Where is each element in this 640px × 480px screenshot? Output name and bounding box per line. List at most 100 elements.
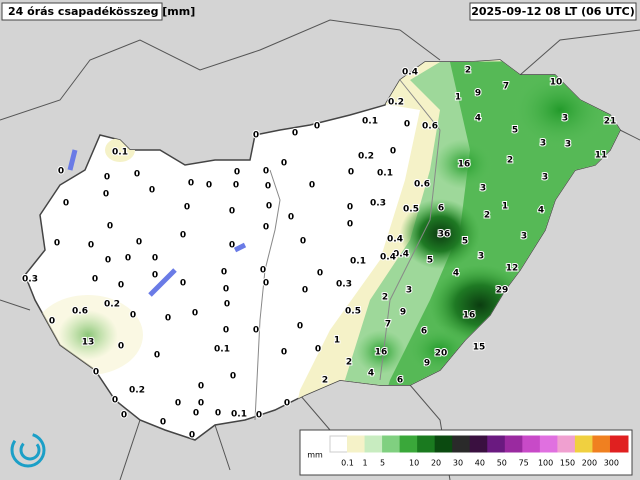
station-value: 0.3 [370, 199, 386, 209]
legend-label: 75 [519, 459, 529, 468]
station-value: 2 [507, 156, 513, 166]
legend-label: 100 [538, 459, 553, 468]
legend-swatch [364, 435, 384, 453]
station-value: 2 [484, 211, 490, 221]
station-value: 6 [397, 376, 403, 386]
station-value: 0 [223, 285, 229, 295]
station-value: 0 [93, 368, 99, 378]
station-value: 0 [281, 159, 287, 169]
legend-unit: mm [307, 451, 323, 460]
legend-label: 0.1 [341, 459, 354, 468]
station-value: 10 [550, 78, 563, 88]
station-value: 1 [502, 202, 508, 212]
station-value: 0 [253, 326, 259, 336]
station-value: 0.3 [22, 275, 38, 285]
legend-swatch [434, 435, 454, 453]
station-value: 0 [192, 309, 198, 319]
legend-swatch [382, 435, 401, 453]
station-value: 0 [390, 147, 396, 157]
station-value: 0 [198, 382, 204, 392]
station-value: 3 [521, 232, 527, 242]
legend-swatch [504, 435, 524, 453]
station-value: 0 [309, 181, 315, 191]
station-value: 0 [105, 256, 111, 266]
station-value: 0.1 [350, 257, 366, 267]
station-value: 0 [302, 286, 308, 296]
legend-label: 200 [582, 459, 597, 468]
station-value: 0 [223, 326, 229, 336]
station-value: 9 [400, 308, 406, 318]
station-value: 0 [256, 411, 262, 421]
station-value: 5 [512, 126, 518, 136]
station-value: 0 [317, 269, 323, 279]
station-value: 3 [565, 140, 571, 150]
legend-label: 150 [560, 459, 575, 468]
legend-label: 1 [363, 459, 368, 468]
station-value: 4 [475, 114, 481, 124]
station-value: 0 [103, 190, 109, 200]
station-value: 0 [121, 411, 127, 421]
station-value: 3 [540, 139, 546, 149]
station-value: 0 [263, 223, 269, 233]
legend-swatch [539, 435, 559, 453]
station-value: 0 [234, 168, 240, 178]
station-value: 2 [322, 376, 328, 386]
station-value: 3 [478, 252, 484, 262]
station-value: 36 [438, 230, 451, 240]
station-value: 0.1 [377, 169, 393, 179]
station-value: 6 [438, 204, 444, 214]
station-value: 0 [263, 279, 269, 289]
station-value: 0 [230, 372, 236, 382]
title: 24 órás csapadékösszeg [mm] [8, 5, 195, 18]
legend-label: 50 [497, 459, 507, 468]
station-value: 2 [465, 66, 471, 76]
station-value: 0 [224, 300, 230, 310]
station-value: 0 [63, 199, 69, 209]
legend-swatch [574, 435, 594, 453]
station-value: 0 [314, 122, 320, 132]
station-value: 5 [462, 237, 468, 247]
legend-swatch [487, 435, 506, 453]
station-value: 0 [188, 179, 194, 189]
legend-label: 300 [604, 459, 619, 468]
station-value: 0 [284, 399, 290, 409]
station-value: 0.4 [402, 68, 418, 78]
station-value: 0 [112, 396, 118, 406]
station-value: 0 [189, 431, 195, 441]
station-value: 0.2 [129, 386, 145, 396]
station-value: 16 [375, 348, 388, 358]
station-value: 0.2 [388, 98, 404, 108]
station-value: 0.1 [214, 345, 230, 355]
station-value: 0 [229, 241, 235, 251]
station-value: 0 [58, 167, 64, 177]
station-value: 0.4 [387, 235, 403, 245]
station-value: 0.5 [403, 205, 419, 215]
station-value: 11 [595, 151, 608, 161]
lakes [67, 149, 247, 297]
station-value: 0 [347, 220, 353, 230]
station-value: 20 [435, 349, 448, 359]
station-value: 3 [406, 286, 412, 296]
station-value: 0 [404, 120, 410, 130]
station-value: 0 [130, 311, 136, 321]
station-value: 0 [288, 213, 294, 223]
legend-swatch [469, 435, 489, 453]
station-value: 0 [88, 241, 94, 251]
station-value: 0.2 [104, 300, 120, 310]
station-value: 0.6 [414, 180, 430, 190]
station-value: 0 [281, 348, 287, 358]
station-value: 9 [424, 359, 430, 369]
station-value: 5 [427, 256, 433, 266]
station-value: 2 [382, 293, 388, 303]
station-value: 0 [175, 399, 181, 409]
station-value: 0 [206, 181, 212, 191]
station-value: 0 [347, 203, 353, 213]
station-value: 0 [136, 238, 142, 248]
station-value: 2 [346, 358, 352, 368]
station-value: 0 [297, 322, 303, 332]
station-value: 0 [152, 254, 158, 264]
legend-swatch [522, 435, 541, 453]
